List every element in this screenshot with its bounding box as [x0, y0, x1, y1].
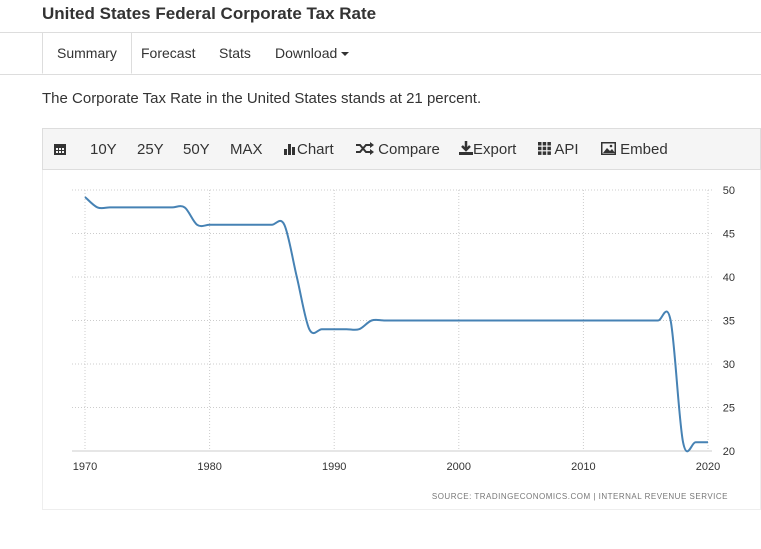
page-title: United States Federal Corporate Tax Rate: [42, 4, 377, 23]
tab-bar: Summary Forecast Stats Download: [0, 32, 761, 75]
shuffle-icon: [356, 142, 374, 155]
image-icon: [601, 142, 616, 155]
download-icon: [459, 141, 473, 155]
range-10y-button[interactable]: 10Y: [90, 141, 117, 158]
chart-button[interactable]: Chart: [284, 129, 334, 170]
range-max-button[interactable]: MAX: [230, 141, 263, 158]
range-25y-button[interactable]: 25Y: [137, 141, 164, 158]
tab-stats[interactable]: Stats: [205, 33, 265, 74]
chart-container: [42, 170, 761, 510]
chart-label: Chart: [297, 141, 334, 158]
embed-label: Embed: [620, 141, 668, 158]
export-button[interactable]: Export: [459, 129, 516, 170]
caret-down-icon: [341, 52, 350, 57]
embed-button[interactable]: Embed: [601, 129, 668, 170]
tab-label: Download: [275, 45, 338, 61]
tab-summary[interactable]: Summary: [42, 32, 132, 74]
range-50y-button[interactable]: 50Y: [183, 141, 210, 158]
api-button[interactable]: API: [538, 129, 579, 170]
compare-label: Compare: [378, 141, 440, 158]
chart-toolbar: 10Y 25Y 50Y MAX Chart Compare Export API…: [42, 128, 761, 170]
tab-forecast[interactable]: Forecast: [127, 33, 209, 74]
tab-label: Stats: [219, 45, 251, 61]
export-label: Export: [473, 141, 517, 158]
grid-icon: [538, 142, 551, 155]
tab-label: Summary: [57, 45, 117, 61]
calendar-icon: [54, 144, 66, 155]
bar-chart-icon: [284, 144, 295, 155]
calendar-button[interactable]: [53, 129, 67, 170]
summary-text: The Corporate Tax Rate in the United Sta…: [42, 90, 482, 107]
compare-button[interactable]: Compare: [356, 129, 440, 170]
api-label: API: [554, 141, 579, 158]
tab-download[interactable]: Download: [261, 33, 363, 74]
tab-label: Forecast: [141, 45, 196, 61]
